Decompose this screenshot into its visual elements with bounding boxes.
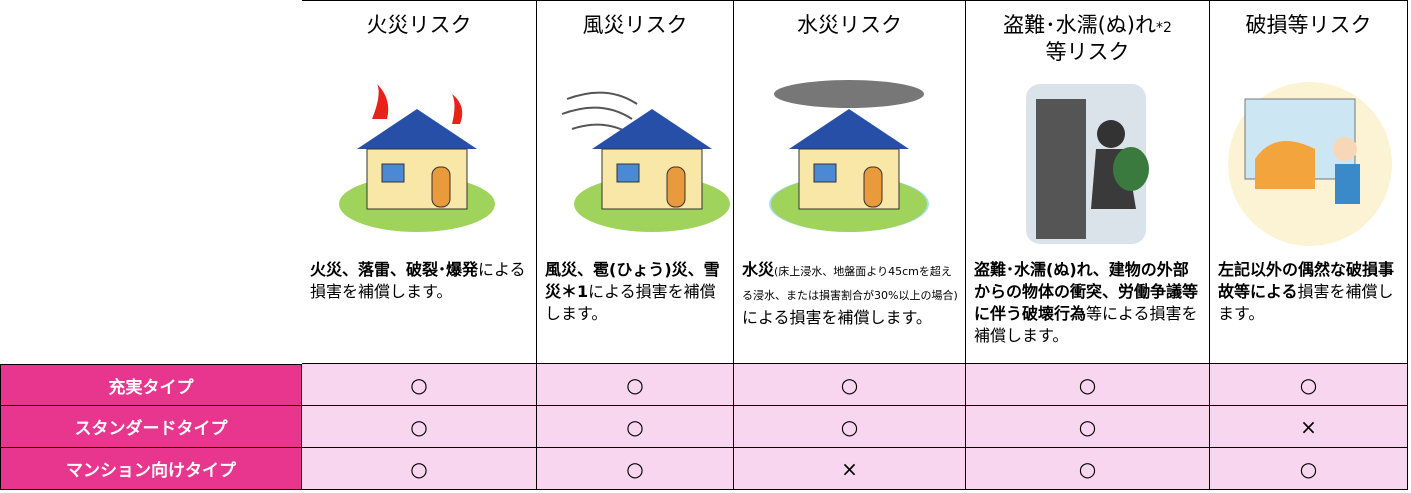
coverage-mark: ○ bbox=[1210, 448, 1408, 490]
illustration-svg bbox=[769, 80, 929, 232]
illustration-svg bbox=[1026, 84, 1149, 244]
title-part: 風災リスク bbox=[582, 13, 688, 37]
illustration-svg bbox=[339, 84, 495, 232]
illustration bbox=[302, 79, 536, 249]
description-part: 火災、落雷、破裂･爆発 bbox=[310, 260, 479, 279]
illustration bbox=[1210, 79, 1407, 249]
blank-corner bbox=[0, 0, 302, 364]
coverage-mark: ○ bbox=[966, 364, 1210, 406]
plan-label: スタンダードタイプ bbox=[0, 406, 302, 448]
title-part: 水災リスク bbox=[797, 13, 902, 37]
description-part: による損害を補償します。 bbox=[742, 308, 932, 327]
risk-description: 左記以外の偶然な破損事故等による損害を補償します。 bbox=[1218, 259, 1401, 325]
description-part: による損害を補償します。 bbox=[310, 260, 526, 301]
risk-header: 水災リスク水災(床上浸水、地盤面より45cmを超える浸水、または損害割合が30%… bbox=[734, 0, 966, 364]
risk-header: 破損等リスク左記以外の偶然な破損事故等による損害を補償します。 bbox=[1210, 0, 1408, 364]
risk-header: 盗難･水濡(ぬ)れ*2 等リスク盗難･水濡(ぬ)れ、建物の外部からの物体の衝突、労… bbox=[966, 0, 1210, 364]
coverage-mark: ○ bbox=[302, 406, 537, 448]
plan-label: 充実タイプ bbox=[0, 364, 302, 406]
risk-description: 水災(床上浸水、地盤面より45cmを超える浸水、または損害割合が30%以上の場合… bbox=[742, 259, 959, 329]
illustration bbox=[537, 79, 733, 249]
description-part: (床上浸水、地盤面より45cmを超える浸水、または損害割合が30%以上の場合) bbox=[742, 265, 958, 302]
title-part: 等リスク bbox=[1045, 40, 1130, 64]
coverage-mark: ○ bbox=[1210, 364, 1408, 406]
risk-description: 盗難･水濡(ぬ)れ、建物の外部からの物体の衝突、労働争議等に伴う破壊行為等による… bbox=[974, 259, 1203, 347]
coverage-mark: ○ bbox=[537, 448, 734, 490]
risk-title: 盗難･水濡(ぬ)れ*2 等リスク bbox=[966, 1, 1209, 64]
coverage-mark: × bbox=[734, 448, 966, 490]
illustration bbox=[734, 79, 965, 249]
coverage-mark: ○ bbox=[734, 364, 966, 406]
coverage-mark: ○ bbox=[302, 448, 537, 490]
title-part: 盗難･水濡(ぬ)れ bbox=[1003, 13, 1156, 37]
description-part: 風災、雹(ひょう)災、雪災＊1 bbox=[545, 260, 720, 301]
illustration bbox=[966, 79, 1209, 249]
coverage-mark: ○ bbox=[537, 364, 734, 406]
risk-description: 風災、雹(ひょう)災、雪災＊1による損害を補償します。 bbox=[545, 259, 727, 325]
title-part: 火災リスク bbox=[366, 13, 472, 37]
coverage-mark: ○ bbox=[966, 406, 1210, 448]
plan-label: マンション向けタイプ bbox=[0, 448, 302, 490]
risk-title: 風災リスク bbox=[537, 1, 733, 61]
description-part: による損害を補償します。 bbox=[545, 282, 716, 323]
coverage-mark: ○ bbox=[302, 364, 537, 406]
coverage-mark: × bbox=[1210, 406, 1408, 448]
risk-header: 火災リスク火災、落雷、破裂･爆発による損害を補償します。 bbox=[302, 0, 537, 364]
title-part: 破損等リスク bbox=[1245, 13, 1372, 37]
risk-title: 水災リスク bbox=[734, 1, 965, 61]
coverage-mark: ○ bbox=[734, 406, 966, 448]
description-part: 左記以外の偶然な破損事故等による bbox=[1218, 260, 1395, 301]
coverage-mark: ○ bbox=[966, 448, 1210, 490]
title-part: *2 bbox=[1155, 20, 1172, 36]
risk-description: 火災、落雷、破裂･爆発による損害を補償します。 bbox=[310, 259, 530, 303]
risk-title: 火災リスク bbox=[302, 1, 536, 61]
illustration-svg bbox=[1228, 82, 1392, 246]
description-part: 盗難･水濡(ぬ)れ、建物の外部からの物体の衝突、労働争議等に伴う破壊行為 bbox=[974, 260, 1199, 323]
description-part: 水災 bbox=[742, 260, 775, 279]
risk-header: 風災リスク風災、雹(ひょう)災、雪災＊1による損害を補償します。 bbox=[537, 0, 734, 364]
risk-title: 破損等リスク bbox=[1210, 1, 1407, 61]
description-part: 損害を補償します。 bbox=[1218, 282, 1394, 323]
coverage-mark: ○ bbox=[537, 406, 734, 448]
description-part: 等による損害を補償します。 bbox=[974, 304, 1198, 345]
illustration-svg bbox=[561, 91, 730, 232]
